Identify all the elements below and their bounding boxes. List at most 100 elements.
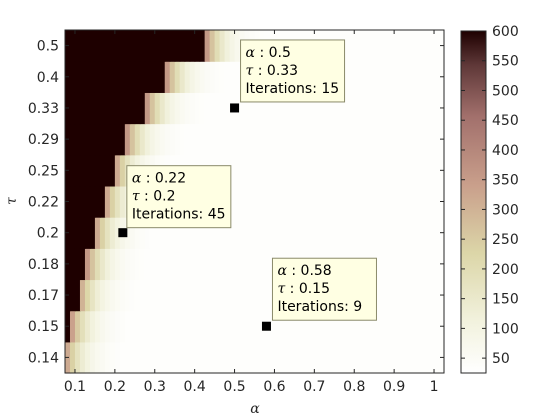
heatmap-cell bbox=[314, 185, 320, 218]
heatmap-cell bbox=[74, 123, 81, 156]
heatmap-cell bbox=[244, 310, 251, 343]
heatmap-cell bbox=[104, 123, 111, 156]
heatmap-cell bbox=[99, 341, 106, 374]
heatmap-cell bbox=[149, 123, 156, 156]
heatmap-cell bbox=[99, 248, 106, 281]
heatmap-cell bbox=[414, 61, 420, 93]
heatmap-cell bbox=[149, 341, 156, 374]
heatmap-cell bbox=[154, 92, 161, 125]
heatmap-cell bbox=[69, 92, 76, 125]
datatip-box[interactable] bbox=[126, 165, 232, 229]
heatmap-cell bbox=[74, 341, 81, 374]
heatmap-cell bbox=[209, 92, 216, 125]
heatmap-cell bbox=[124, 279, 131, 312]
y-tick-label: 0.4 bbox=[37, 70, 59, 86]
heatmap-cell bbox=[149, 30, 156, 62]
colorbar-tick-label: 400 bbox=[492, 143, 519, 159]
heatmap-cell bbox=[314, 92, 320, 125]
heatmap-cell bbox=[299, 341, 305, 374]
heatmap-cell bbox=[79, 30, 86, 62]
datatip-marker[interactable] bbox=[230, 103, 240, 113]
heatmap-cell bbox=[204, 279, 211, 312]
heatmap-cell bbox=[304, 123, 310, 156]
heatmap-cell bbox=[124, 310, 131, 343]
heatmap-cell bbox=[389, 310, 395, 343]
heatmap-cell bbox=[264, 248, 271, 281]
heatmap-cell bbox=[359, 217, 365, 249]
heatmap-cell bbox=[334, 341, 340, 374]
heatmap-cell bbox=[89, 310, 96, 343]
datatip-line: Iterations: 15 bbox=[246, 81, 340, 97]
heatmap-cell bbox=[89, 185, 96, 218]
heatmap-cell bbox=[94, 248, 101, 281]
heatmap-cell bbox=[129, 217, 136, 249]
heatmap-cell bbox=[149, 217, 156, 249]
heatmap-cell bbox=[84, 154, 91, 187]
heatmap-cell bbox=[109, 217, 116, 249]
heatmap-cell bbox=[129, 30, 136, 62]
heatmap-cell bbox=[144, 92, 151, 125]
heatmap-cell bbox=[224, 92, 231, 125]
datatip-box[interactable] bbox=[240, 39, 346, 103]
colorbar-tick-label: 350 bbox=[492, 173, 519, 189]
heatmap-cell bbox=[174, 217, 181, 249]
heatmap-cell bbox=[429, 30, 435, 62]
heatmap-cell bbox=[409, 341, 415, 374]
heatmap-cell bbox=[249, 92, 256, 125]
heatmap-cell bbox=[359, 185, 365, 218]
heatmap-cell bbox=[94, 92, 101, 125]
y-tick-label: 0.22 bbox=[28, 195, 59, 211]
datatip-marker[interactable] bbox=[261, 321, 271, 331]
heatmap-cell bbox=[419, 341, 425, 374]
heatmap-cell bbox=[254, 185, 261, 218]
heatmap-cell bbox=[114, 61, 121, 93]
heatmap-cell bbox=[139, 248, 146, 281]
heatmap-cell bbox=[344, 185, 350, 218]
heatmap-cell bbox=[409, 61, 415, 93]
heatmap-cell bbox=[129, 123, 136, 156]
heatmap-cell bbox=[284, 217, 291, 249]
heatmap-cell bbox=[339, 123, 345, 156]
heatmap-cell bbox=[354, 341, 360, 374]
heatmap-cell bbox=[204, 92, 211, 125]
heatmap-cell bbox=[184, 92, 191, 125]
heatmap-cell bbox=[399, 123, 405, 156]
heatmap-cell bbox=[289, 217, 295, 249]
heatmap-cell bbox=[279, 123, 286, 156]
heatmap-cell bbox=[399, 217, 405, 249]
heatmap-cell bbox=[184, 310, 191, 343]
heatmap-cell bbox=[209, 279, 216, 312]
heatmap-cell bbox=[359, 310, 365, 343]
heatmap-cell bbox=[189, 279, 196, 312]
heatmap-cell bbox=[214, 279, 221, 312]
heatmap-cell bbox=[279, 154, 286, 187]
heatmap-cell bbox=[104, 154, 111, 187]
heatmap-cell bbox=[379, 154, 385, 187]
heatmap-cell bbox=[364, 123, 370, 156]
heatmap-cell bbox=[369, 217, 375, 249]
heatmap-cell bbox=[144, 30, 151, 62]
heatmap-cell bbox=[169, 30, 176, 62]
heatmap-cell bbox=[154, 217, 161, 249]
heatmap-cell bbox=[389, 61, 395, 93]
heatmap-cell bbox=[119, 185, 126, 218]
heatmap-cell bbox=[109, 123, 116, 156]
heatmap-cell bbox=[169, 123, 176, 156]
datatip-marker[interactable] bbox=[118, 228, 128, 238]
heatmap-cell bbox=[229, 248, 236, 281]
colorbar-tick-label: 150 bbox=[492, 292, 519, 308]
heatmap-cell bbox=[164, 341, 171, 374]
heatmap-cell bbox=[84, 279, 91, 312]
heatmap-cell bbox=[374, 30, 380, 62]
colorbar-ticks: 600 550 500 450 400 350 300 250 200 150 100 50 bbox=[461, 24, 519, 367]
heatmap-cell bbox=[344, 154, 350, 187]
heatmap-cell bbox=[389, 341, 395, 374]
heatmap-cell bbox=[369, 92, 375, 125]
heatmap-cell bbox=[344, 341, 350, 374]
heatmap-cell bbox=[424, 154, 430, 187]
heatmap-cell bbox=[69, 248, 76, 281]
heatmap-cell bbox=[349, 310, 355, 343]
heatmap-cell bbox=[69, 123, 76, 156]
heatmap-cell bbox=[419, 30, 425, 62]
datatip-box[interactable] bbox=[271, 257, 377, 321]
